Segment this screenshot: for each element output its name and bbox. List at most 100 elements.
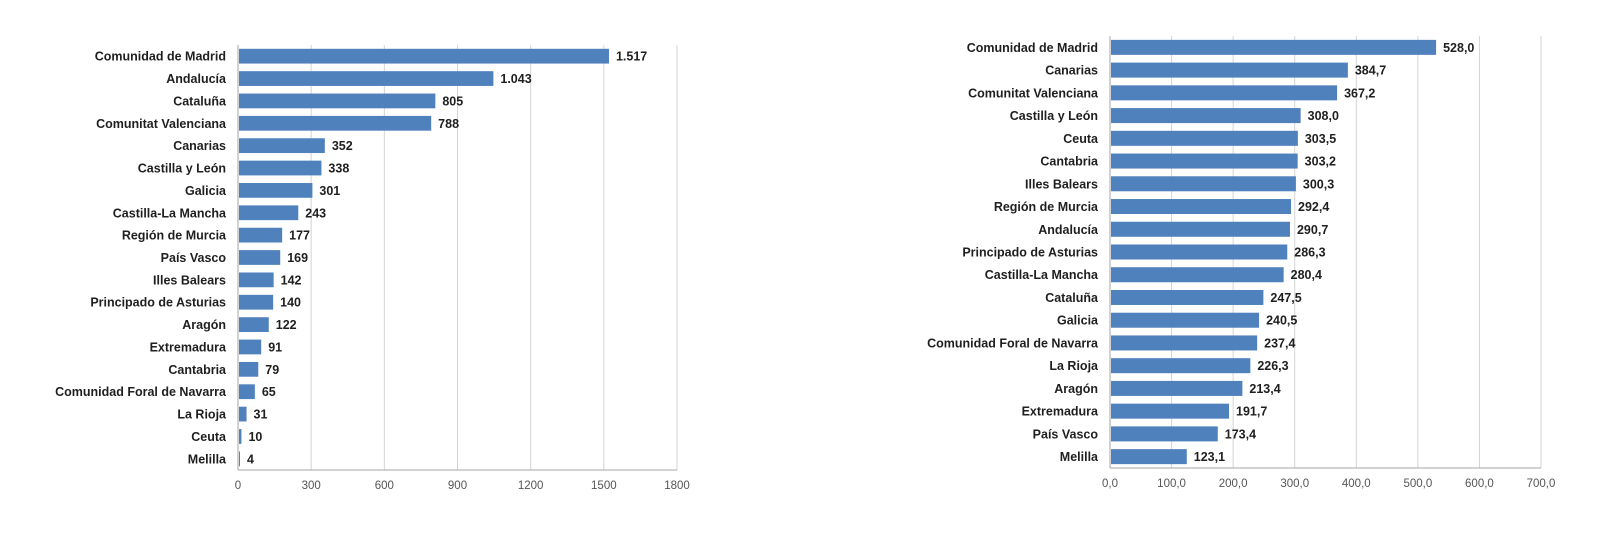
bar bbox=[239, 406, 247, 422]
bar bbox=[1111, 130, 1298, 146]
data-label: 286,3 bbox=[1294, 246, 1325, 260]
data-label: 79 bbox=[265, 363, 279, 377]
chart-right-svg: 0,0 100,0 200,0 300,0 400,0 500,0 600,0 700,0 Co… bbox=[927, 36, 1556, 490]
bar bbox=[239, 451, 240, 467]
x-tick-label: 700,0 bbox=[1527, 478, 1556, 490]
x-tick-label: 500,0 bbox=[1403, 478, 1432, 490]
bar bbox=[239, 384, 255, 400]
category-label: Melilla bbox=[188, 452, 227, 466]
bar bbox=[239, 205, 299, 221]
category-label: País Vasco bbox=[1033, 427, 1099, 441]
data-label: 280,4 bbox=[1291, 268, 1322, 282]
bar bbox=[1111, 62, 1348, 78]
category-label: Cantabria bbox=[1040, 155, 1099, 169]
bar bbox=[239, 429, 242, 444]
category-label: Cataluña bbox=[173, 94, 227, 108]
bar bbox=[239, 183, 313, 198]
category-label: Ceuta bbox=[1063, 132, 1099, 146]
category-label: Cataluña bbox=[1045, 291, 1099, 305]
data-label: 384,7 bbox=[1355, 64, 1386, 78]
data-label: 292,4 bbox=[1298, 200, 1329, 214]
data-label: 142 bbox=[281, 273, 302, 287]
category-label: Comunidad Foral de Navarra bbox=[927, 336, 1099, 350]
x-tick-label: 300,0 bbox=[1280, 478, 1309, 490]
x-tick-label: 0,0 bbox=[1102, 478, 1118, 490]
category-label: Illes Balears bbox=[153, 273, 226, 287]
category-label: Comunidad de Madrid bbox=[967, 41, 1098, 55]
category-label: La Rioja bbox=[1049, 359, 1099, 373]
x-tick-label: 200,0 bbox=[1219, 478, 1248, 490]
category-label: Illes Balears bbox=[1025, 177, 1098, 191]
bar bbox=[239, 227, 283, 243]
data-label: 290,7 bbox=[1297, 223, 1328, 237]
bar bbox=[1111, 289, 1264, 305]
category-label: Comunidad Foral de Navarra bbox=[55, 385, 227, 399]
bar bbox=[1111, 153, 1298, 169]
data-label: 65 bbox=[262, 385, 276, 399]
bar bbox=[239, 250, 281, 265]
bar bbox=[239, 48, 609, 64]
bar bbox=[1111, 221, 1290, 237]
bar bbox=[1111, 176, 1296, 192]
x-tick-label: 100,0 bbox=[1157, 478, 1186, 490]
data-label: 177 bbox=[289, 229, 310, 243]
data-label: 226,3 bbox=[1257, 359, 1288, 373]
bar bbox=[239, 93, 436, 109]
category-label: La Rioja bbox=[177, 408, 227, 422]
category-label: Galicia bbox=[1057, 314, 1099, 328]
bar bbox=[1111, 267, 1284, 283]
bar bbox=[1111, 85, 1338, 101]
data-label: 173,4 bbox=[1225, 427, 1256, 441]
category-label: Castilla-La Mancha bbox=[113, 206, 227, 220]
bar bbox=[239, 272, 274, 288]
category-label: Canarias bbox=[1045, 64, 1098, 78]
category-label: Extremadura bbox=[150, 340, 227, 354]
bar bbox=[239, 294, 274, 310]
data-label: 243 bbox=[305, 206, 326, 220]
bar bbox=[1111, 358, 1251, 374]
x-tick-label: 1800 bbox=[664, 480, 690, 492]
category-label: Andalucía bbox=[1038, 223, 1099, 237]
category-label: Canarias bbox=[173, 139, 226, 153]
x-tick-label: 0 bbox=[235, 480, 241, 492]
category-label: Comunitat Valenciana bbox=[96, 117, 227, 131]
data-label: 10 bbox=[248, 430, 262, 444]
bar bbox=[239, 160, 322, 176]
bar bbox=[239, 115, 432, 131]
data-label: 308,0 bbox=[1308, 109, 1339, 123]
category-label: Comunidad de Madrid bbox=[95, 50, 226, 64]
category-label: Andalucía bbox=[166, 72, 227, 86]
data-label: 303,5 bbox=[1305, 132, 1336, 146]
data-label: 122 bbox=[276, 318, 297, 332]
data-label: 140 bbox=[280, 296, 301, 310]
category-label: Región de Murcia bbox=[122, 229, 227, 243]
bar bbox=[1111, 335, 1258, 351]
category-label: Castilla-La Mancha bbox=[985, 268, 1099, 282]
data-label: 31 bbox=[254, 408, 268, 422]
category-label: Ceuta bbox=[191, 430, 227, 444]
x-tick-label: 1500 bbox=[591, 480, 617, 492]
category-label: Melilla bbox=[1060, 450, 1099, 464]
bar bbox=[239, 71, 494, 86]
bar bbox=[239, 138, 325, 154]
category-label: Comunitat Valenciana bbox=[968, 86, 1099, 100]
bar bbox=[1111, 199, 1292, 215]
data-label: 352 bbox=[332, 139, 353, 153]
data-label: 367,2 bbox=[1344, 86, 1375, 100]
data-label: 1.517 bbox=[616, 50, 647, 64]
category-label: País Vasco bbox=[161, 251, 227, 265]
chart-left: 0 300 600 900 1200 1500 1800 Comunidad de Madri… bbox=[55, 45, 690, 492]
bar bbox=[1111, 449, 1187, 465]
data-label: 213,4 bbox=[1249, 382, 1280, 396]
data-label: 91 bbox=[268, 340, 282, 354]
category-label: Cantabria bbox=[168, 363, 227, 377]
data-label: 1.043 bbox=[500, 72, 531, 86]
bar bbox=[1111, 108, 1301, 124]
category-label: Principado de Asturias bbox=[962, 246, 1098, 260]
data-label: 237,4 bbox=[1264, 336, 1295, 350]
x-tick-label: 400,0 bbox=[1342, 478, 1371, 490]
data-label: 247,5 bbox=[1270, 291, 1301, 305]
data-label: 300,3 bbox=[1303, 177, 1334, 191]
x-tick-label: 1200 bbox=[518, 480, 544, 492]
x-tick-label: 600 bbox=[375, 480, 394, 492]
